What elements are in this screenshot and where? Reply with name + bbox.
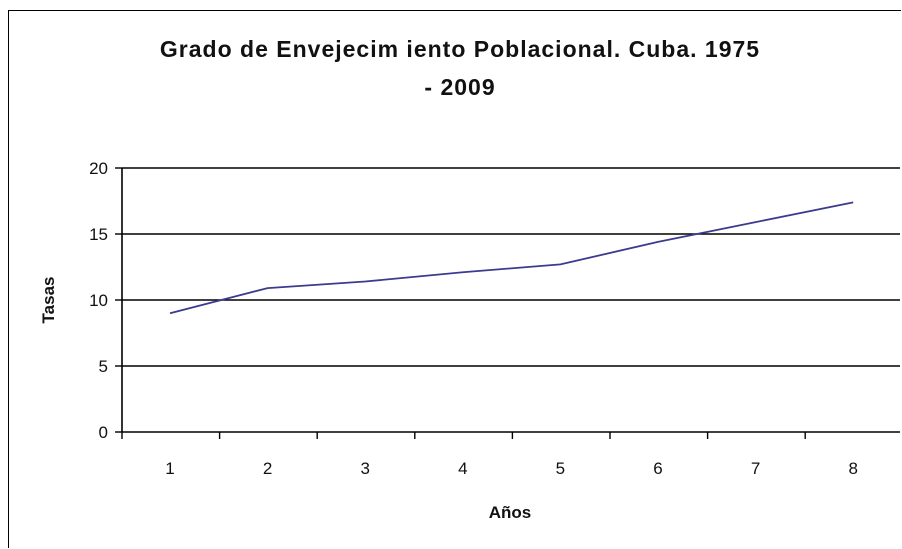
y-tick-label: 0 <box>99 423 108 442</box>
y-tick-label: 15 <box>89 225 108 244</box>
y-tick-label: 20 <box>89 159 108 178</box>
chart-frame <box>8 10 901 548</box>
x-tick-label: 6 <box>653 459 662 478</box>
x-tick-label: 1 <box>165 459 174 478</box>
x-tick-labels: 1 2 3 4 5 6 7 8 <box>165 459 858 478</box>
gridlines <box>122 167 900 367</box>
axes <box>115 167 900 439</box>
series-line <box>169 201 854 315</box>
y-tick-label: 10 <box>89 291 108 310</box>
y-axis-title: Tasas <box>39 277 58 324</box>
x-tick-label: 5 <box>556 459 565 478</box>
y-tick-label: 5 <box>99 357 108 376</box>
series-lines <box>169 201 854 315</box>
y-tick-labels: 0 5 10 15 20 <box>89 159 108 442</box>
x-tick-label: 3 <box>360 459 369 478</box>
x-tick-label: 4 <box>458 459 467 478</box>
x-tick-label: 2 <box>263 459 272 478</box>
chart-title: Grado de Envejecim iento Poblacional. Cu… <box>159 36 761 100</box>
x-tick-label: 8 <box>848 459 857 478</box>
x-axis-title: Años <box>489 503 532 522</box>
x-tick-label: 7 <box>751 459 760 478</box>
